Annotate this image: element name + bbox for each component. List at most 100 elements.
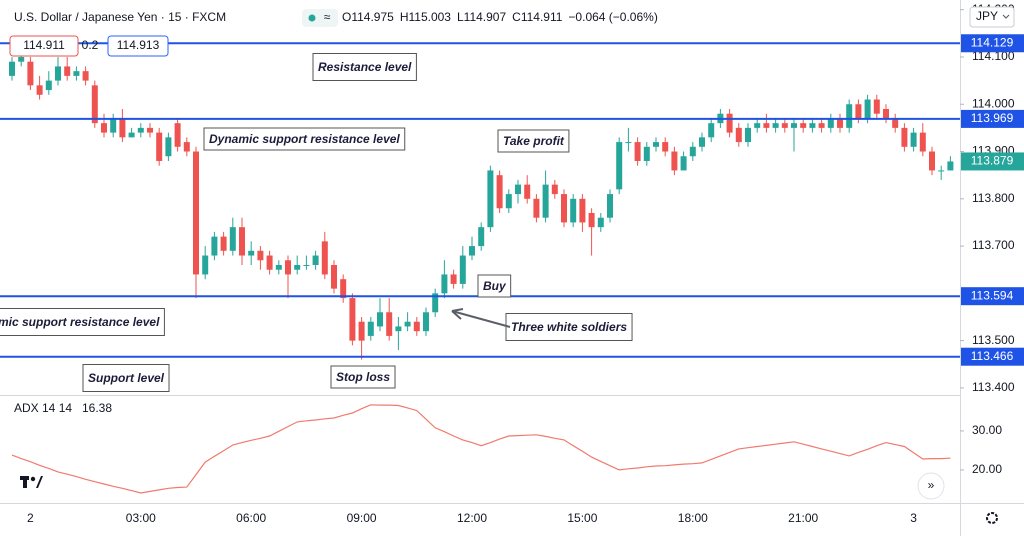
candle-body [248, 250, 255, 256]
annotation: Three white soldiers [511, 320, 627, 334]
candle-body [689, 146, 696, 157]
x-tick-label: 18:00 [678, 511, 708, 525]
candle-body [551, 184, 558, 195]
candle-body [901, 127, 908, 147]
candle-body [754, 123, 761, 128]
candle-body [128, 132, 135, 138]
sell-price[interactable]: 114.911 [23, 38, 65, 52]
annotation: Support level [88, 371, 165, 385]
level-label-bg [961, 287, 1024, 306]
annotation-box [330, 365, 396, 389]
dropdown-caret [1002, 14, 1010, 19]
settings-button[interactable] [986, 512, 998, 524]
level-label: 113.466 [971, 349, 1014, 363]
last-price-bg [961, 152, 1024, 171]
candle-body [855, 104, 862, 119]
candle-body [349, 298, 356, 341]
status-badge [302, 9, 338, 27]
scroll-icon[interactable]: » [928, 478, 935, 492]
indicator-title: ADX 14 14 [14, 401, 72, 415]
annotation: Buy [483, 279, 507, 293]
candle-body [800, 123, 807, 128]
candle-body [27, 61, 34, 86]
candle-body [763, 123, 770, 128]
buy-button[interactable] [107, 35, 169, 57]
candle-body [404, 321, 411, 327]
level-label-bg [961, 347, 1024, 366]
candle-body [193, 151, 199, 275]
candle-body [616, 142, 623, 190]
candle-body [735, 127, 742, 143]
y-tick-label: 114.000 [972, 96, 1015, 110]
annotation-box [505, 313, 633, 341]
level-label: 113.594 [971, 288, 1014, 302]
annotation: Take profit [503, 134, 565, 148]
candle-body [137, 127, 144, 133]
annotation: Dynamic support resistance level [209, 132, 400, 146]
x-tick-label: 03:00 [126, 511, 156, 525]
y-tick-label: 113.800 [972, 191, 1015, 205]
candle-body [791, 123, 797, 128]
level-label-bg [961, 109, 1024, 128]
candle-body [331, 264, 337, 289]
candle-body [846, 104, 853, 128]
candle-body [680, 156, 687, 171]
ohlc-value: −0.064 (−0.06%) [568, 10, 657, 24]
x-tick-label: 21:00 [788, 511, 818, 525]
candle-body [165, 137, 172, 157]
annotation-box [497, 129, 570, 153]
candle-body [478, 227, 485, 247]
y-tick-label: 113.500 [972, 333, 1015, 347]
candle-body [9, 61, 15, 76]
candle-body [561, 194, 567, 223]
candle-body [257, 250, 264, 261]
candle-body [524, 184, 531, 199]
y-tick-label: 113.700 [972, 238, 1015, 252]
currency-dropdown[interactable] [969, 6, 1015, 28]
candle-body [781, 123, 788, 128]
candle-body [607, 194, 613, 218]
scroll-button[interactable] [917, 472, 945, 500]
candle-body [515, 184, 521, 195]
candle-body [910, 132, 917, 147]
candle-body [873, 99, 880, 114]
candle-body [450, 274, 457, 284]
spread: 0.2 [82, 38, 99, 52]
annotation-box [203, 127, 406, 151]
annotation-box [477, 274, 512, 298]
indicator-value: 16.38 [82, 401, 112, 415]
candle-body [275, 264, 282, 270]
candle-body [745, 127, 751, 143]
candle-body [496, 175, 503, 209]
candle-body [542, 184, 549, 218]
annotation-box [82, 364, 170, 392]
candle-body [459, 255, 466, 284]
ohlc-value: O114.975 [342, 10, 394, 24]
candle-body [919, 132, 926, 152]
sell-button[interactable] [9, 35, 79, 57]
candle-body [294, 264, 301, 270]
candle-body [441, 274, 448, 294]
symbol-title: U.S. Dollar / Japanese Yen · 15 · FXCM [14, 10, 226, 24]
candle-body [312, 255, 319, 265]
candle-body [101, 123, 107, 133]
currency[interactable]: JPY [976, 9, 998, 23]
candle-body [156, 132, 163, 161]
candle-body [533, 198, 540, 218]
y-tick-label: 114.100 [972, 49, 1015, 63]
logo [20, 476, 43, 488]
y-tick-label: 113.400 [972, 380, 1015, 394]
overlay: 114.129 113.969 113.594 113.466 113.879 Resis… [0, 34, 1024, 392]
level-label-bg [961, 34, 1024, 53]
candle-body [570, 198, 577, 223]
candle-body [82, 71, 89, 81]
candle-body [18, 56, 25, 62]
candle-body [892, 118, 899, 128]
candle-body [864, 99, 871, 119]
candle-body [45, 80, 52, 91]
buy-price[interactable]: 114.913 [117, 38, 160, 52]
candle-body [432, 293, 439, 313]
adx-line [11, 404, 951, 494]
